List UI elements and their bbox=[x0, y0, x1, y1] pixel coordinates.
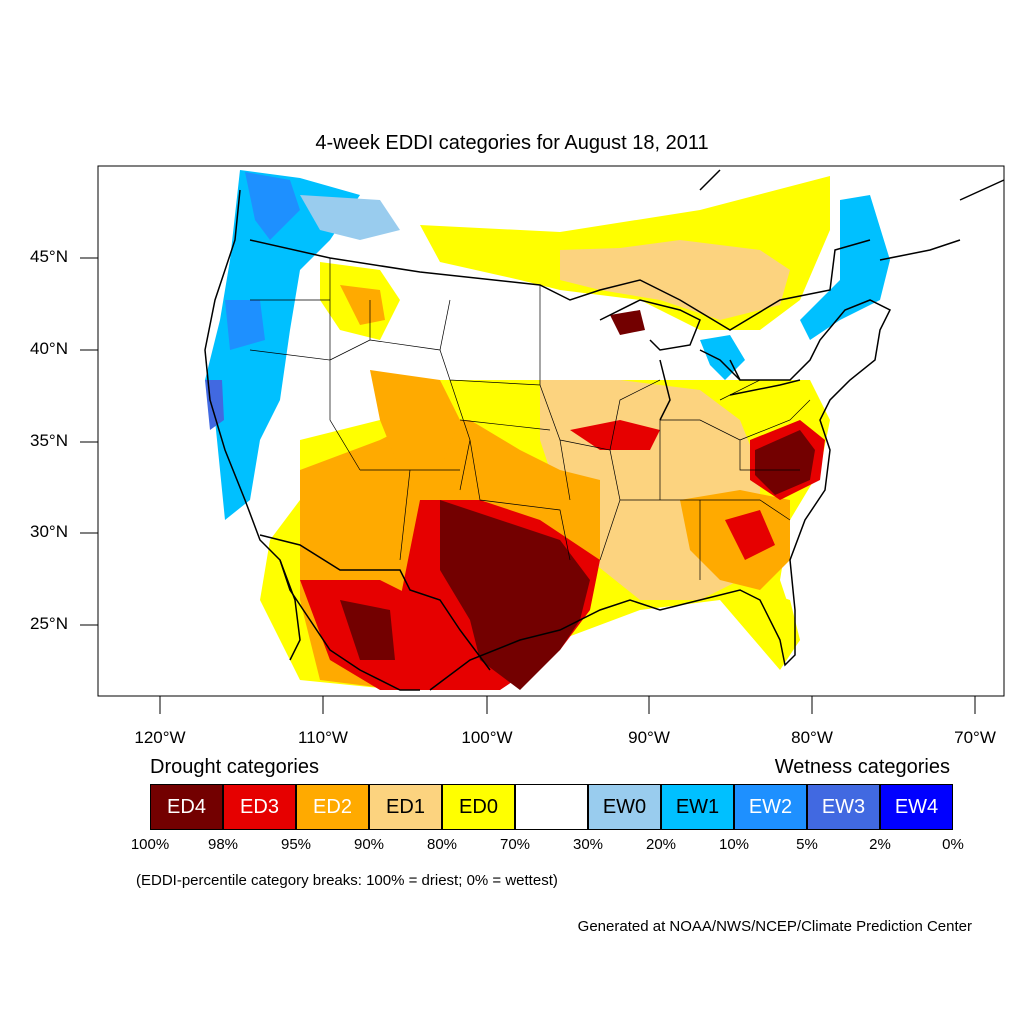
legend-box-ed2: ED2 bbox=[296, 784, 369, 830]
lat-label-45: 45°N bbox=[30, 247, 68, 266]
map-title: 4-week EDDI categories for August 18, 20… bbox=[315, 132, 709, 154]
hudson-bay bbox=[699, 169, 1005, 261]
percentile-label: 80% bbox=[426, 836, 458, 853]
baja bbox=[279, 559, 301, 661]
lon-label-90: 90°W bbox=[628, 728, 670, 747]
northeast-wet bbox=[800, 195, 890, 340]
legend-box-normal bbox=[515, 784, 588, 830]
percentile-label: 90% bbox=[353, 836, 385, 853]
great-lakes bbox=[599, 299, 801, 421]
footnote: (EDDI-percentile category breaks: 100% =… bbox=[136, 872, 558, 889]
state-lines-east bbox=[539, 379, 811, 580]
florida-ed0 bbox=[760, 590, 800, 660]
northwest-wet-region bbox=[205, 170, 360, 520]
lat-label-40: 40°N bbox=[30, 339, 68, 358]
drought-heading: Drought categories bbox=[150, 756, 319, 778]
lat-label-30: 30°N bbox=[30, 522, 68, 541]
northwest-ew2 bbox=[245, 172, 300, 240]
montana-ed2 bbox=[340, 285, 385, 325]
lon-label-80: 80°W bbox=[791, 728, 833, 747]
lon-label-110: 110°W bbox=[298, 728, 348, 747]
percentile-label: 10% bbox=[718, 836, 750, 853]
legend-box-ed4: ED4 bbox=[150, 784, 223, 830]
northwest-ew0 bbox=[300, 195, 400, 240]
georgia-ed3 bbox=[725, 510, 775, 560]
percentile-label: 95% bbox=[280, 836, 312, 853]
percentile-label: 2% bbox=[869, 836, 891, 853]
credit: Generated at NOAA/NWS/NCEP/Climate Predi… bbox=[577, 918, 972, 935]
virginia-ed4 bbox=[755, 430, 815, 495]
lat-label-35: 35°N bbox=[30, 431, 68, 450]
legend-box-ed3: ED3 bbox=[223, 784, 296, 830]
texas-ed4 bbox=[440, 500, 590, 690]
percentile-label: 20% bbox=[645, 836, 677, 853]
lakes-wet bbox=[700, 335, 745, 380]
legend-box-ew3: EW3 bbox=[807, 784, 880, 830]
us-outline bbox=[204, 189, 892, 691]
legend-box-ed1: ED1 bbox=[369, 784, 442, 830]
legend-box-ed0: ED0 bbox=[442, 784, 515, 830]
michigan-ed4 bbox=[610, 310, 645, 335]
map-frame bbox=[97, 165, 1005, 697]
percentile-label: 98% bbox=[207, 836, 239, 853]
legend-box-ew4: EW4 bbox=[880, 784, 953, 830]
canada-ed1 bbox=[560, 240, 790, 320]
lon-label-70: 70°W bbox=[954, 728, 996, 747]
us-canada-border bbox=[249, 239, 871, 331]
percentile-label: 5% bbox=[796, 836, 818, 853]
legend-box-ew1: EW1 bbox=[661, 784, 734, 830]
percentile-label: 70% bbox=[499, 836, 531, 853]
state-borders bbox=[249, 258, 811, 580]
colorado-ed2 bbox=[370, 370, 460, 470]
map-regions bbox=[205, 170, 890, 690]
wetness-heading: Wetness categories bbox=[774, 756, 950, 778]
lon-label-100: 100°W bbox=[461, 728, 513, 747]
legend-box-ew0: EW0 bbox=[588, 784, 661, 830]
legend-box-ew2: EW2 bbox=[734, 784, 807, 830]
mexico-ed4 bbox=[340, 600, 395, 660]
percentile-label: 100% bbox=[130, 836, 170, 853]
axis-ticks bbox=[80, 257, 976, 714]
northwest-ew2b bbox=[225, 300, 265, 350]
us-mexico-border bbox=[259, 534, 491, 671]
lat-label-25: 25°N bbox=[30, 614, 68, 633]
midwest-ed3 bbox=[570, 420, 660, 450]
percentile-label: 30% bbox=[572, 836, 604, 853]
coastlines bbox=[204, 169, 1005, 691]
percentile-label: 0% bbox=[942, 836, 964, 853]
lon-label-120: 120°W bbox=[134, 728, 186, 747]
